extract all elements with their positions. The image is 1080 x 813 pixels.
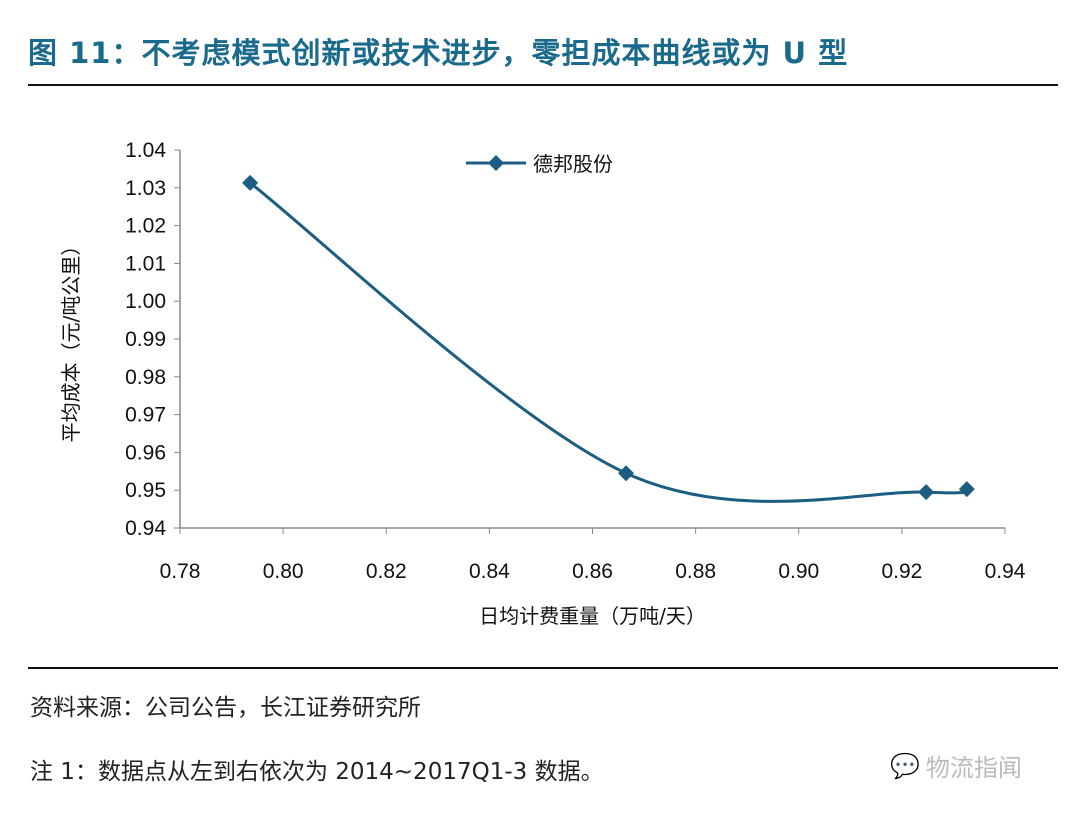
chart: 1.04 1.03 1.02 1.01 1.00 0.99 0.98 0.97 0.96 0.95… (59, 139, 1026, 628)
source-note: 资料来源：公司公告，长江证券研究所 (30, 695, 421, 721)
x-tick-label: 0.80 (263, 560, 304, 583)
figure-title: 图 11：不考虑模式创新或技术进步，零担成本曲线或为 U 型 (28, 36, 849, 70)
data-point-marker (618, 465, 635, 482)
x-tick-label: 0.88 (675, 560, 716, 583)
watermark-text: 物流指闻 (925, 754, 1022, 782)
y-tick-label: 1.00 (125, 290, 166, 313)
x-tick-label: 0.92 (881, 560, 922, 583)
data-point-marker (242, 174, 259, 191)
legend-label: 德邦股份 (533, 152, 613, 176)
y-tick-label: 1.01 (125, 252, 166, 275)
y-tick-label: 0.98 (125, 366, 166, 389)
x-tick-label: 0.82 (366, 560, 407, 583)
bottom-rule (28, 667, 1058, 669)
legend-marker (488, 155, 504, 171)
y-tick-label: 0.94 (125, 517, 166, 540)
footnote: 注 1：数据点从左到右依次为 2014~2017Q1-3 数据。 (30, 759, 604, 785)
series-line (249, 181, 968, 503)
y-tick-label: 1.02 (125, 215, 166, 238)
y-tick-label: 0.99 (125, 328, 166, 351)
x-tick-label: 0.84 (469, 560, 510, 583)
data-point-marker (958, 481, 975, 498)
y-tick-label: 0.97 (125, 404, 166, 427)
x-tick-label: 0.78 (160, 560, 201, 583)
y-tick-label: 1.04 (125, 139, 166, 162)
x-tick-label: 0.90 (778, 560, 819, 583)
x-tick-label: 0.94 (985, 560, 1026, 583)
watermark: 💬 物流指闻 (890, 748, 1022, 783)
x-axis-label: 日均计费重量（万吨/天） (479, 604, 706, 628)
y-tick-label: 1.03 (125, 177, 166, 200)
y-tick-label: 0.96 (125, 441, 166, 464)
wechat-icon: 💬 (890, 751, 920, 780)
data-point-marker (918, 484, 935, 501)
x-tick-label: 0.86 (572, 560, 613, 583)
top-rule (28, 84, 1058, 86)
y-tick-label: 0.95 (125, 479, 166, 502)
y-axis-label: 平均成本（元/吨公里） (59, 236, 83, 443)
